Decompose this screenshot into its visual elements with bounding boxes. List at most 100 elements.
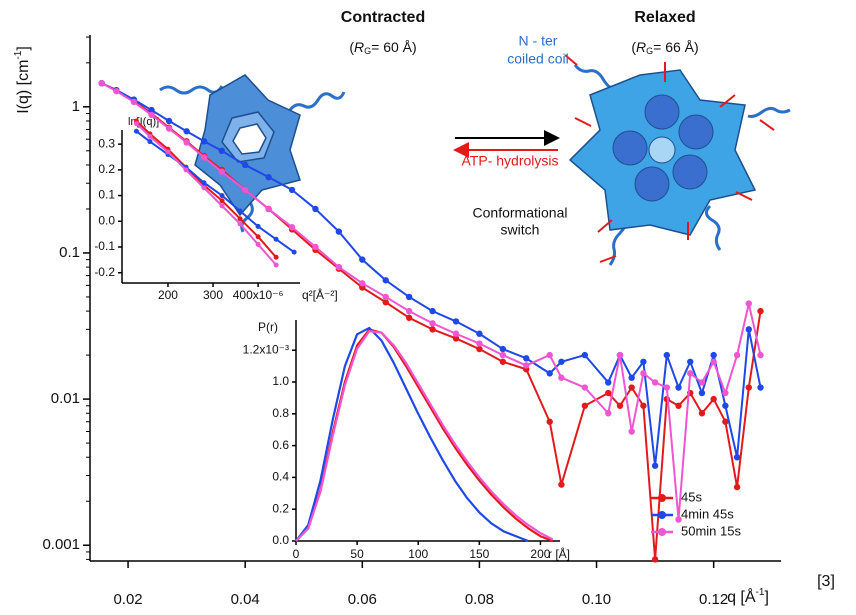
data-point: [241, 186, 249, 194]
data-point: [640, 402, 647, 409]
x-tick-label: 100: [408, 547, 428, 561]
data-point: [581, 384, 589, 391]
data-point: [201, 185, 207, 191]
y-tick-label: 0.6: [272, 438, 289, 452]
data-point: [133, 128, 139, 134]
data-point: [546, 370, 553, 377]
y-tick-label: 1.2x10⁻³: [243, 342, 289, 356]
x-tick-label: 200: [530, 547, 550, 561]
data-point: [405, 314, 413, 321]
data-point: [757, 384, 764, 391]
y-tick-label: 1: [72, 98, 80, 115]
y-tick-label: 0.001: [42, 536, 80, 553]
y-axis-label: I(q) [cm-1]: [13, 46, 33, 114]
data-point: [147, 139, 153, 145]
data-point: [288, 186, 296, 194]
data-point: [523, 355, 530, 362]
y-tick-label: 0.0: [272, 533, 289, 547]
y-tick-label: 0.2: [98, 162, 115, 176]
data-point: [745, 326, 752, 333]
data-point: [605, 379, 612, 386]
data-point: [733, 351, 741, 359]
data-point: [605, 410, 612, 417]
data-point: [710, 358, 717, 365]
data-point: [382, 293, 389, 301]
data-point: [558, 374, 565, 381]
nter-label: N - ter: [519, 33, 558, 49]
inset-y-label: P(r): [258, 320, 278, 334]
data-point: [273, 262, 279, 268]
y-tick-label: 1.0: [272, 374, 289, 388]
data-point: [335, 263, 343, 271]
y-tick-label: 0.1: [98, 188, 115, 202]
data-point: [237, 216, 243, 222]
data-point: [133, 121, 139, 127]
data-point: [640, 358, 647, 365]
data-point: [452, 335, 460, 342]
data-point: [200, 154, 208, 161]
y-tick-label: 0.2: [272, 501, 289, 515]
data-point: [452, 318, 460, 325]
data-point: [733, 454, 741, 461]
data-point: [218, 168, 225, 175]
data-point: [219, 198, 225, 204]
data-point: [183, 167, 189, 173]
data-point: [273, 254, 279, 260]
legend-label: 4min 45s: [681, 506, 734, 521]
data-point: [148, 106, 155, 114]
y-tick-label: 0.1: [59, 244, 80, 261]
data-point: [130, 98, 138, 106]
data-point: [265, 173, 272, 181]
x-tick-label: 0.06: [348, 591, 377, 608]
data-point: [147, 133, 153, 139]
data-point: [359, 256, 366, 263]
data-point: [687, 370, 694, 377]
y-tick-label: 0.0: [98, 213, 115, 227]
data-point: [628, 384, 635, 391]
relaxed-title: Relaxed: [634, 9, 695, 26]
data-point: [616, 351, 624, 359]
x-tick-label: 0.02: [113, 591, 142, 608]
data-point: [452, 330, 460, 337]
data-point: [722, 402, 729, 409]
data-point: [651, 556, 659, 563]
data-point: [255, 223, 261, 229]
legend-label: 50min 15s: [681, 523, 741, 538]
data-point: [241, 161, 249, 169]
data-point: [546, 418, 553, 425]
data-point: [628, 428, 635, 435]
series-line: [295, 326, 529, 543]
data-point: [698, 410, 706, 417]
y-tick-label: -0.2: [94, 265, 115, 279]
data-point: [675, 384, 682, 391]
switch-label: switch: [501, 222, 540, 238]
data-point: [523, 362, 530, 369]
data-point: [581, 351, 589, 359]
data-point: [616, 402, 624, 409]
legend-marker: [658, 528, 666, 536]
data-point: [237, 208, 243, 214]
data-point: [405, 307, 413, 315]
data-point: [605, 389, 612, 397]
data-point: [710, 395, 717, 403]
chart: 200 300 400x10⁻⁶ 0.3 0.2 0.1 0.0 -0.1 -0.2: [94, 118, 300, 302]
data-point: [499, 351, 507, 359]
data-point: [675, 402, 682, 409]
data-point: [219, 203, 225, 209]
data-point: [183, 139, 190, 146]
x-tick-label: 300: [203, 288, 223, 302]
data-point: [499, 345, 507, 353]
data-point: [558, 481, 565, 488]
data-point: [429, 326, 436, 333]
data-point: [219, 193, 225, 199]
nter-label: coiled coil: [507, 51, 568, 67]
hydrolysis-label: ATP- hydrolysis: [462, 153, 559, 169]
data-point: [148, 111, 155, 119]
x-tick-label: 200: [158, 288, 178, 302]
data-point: [698, 389, 706, 397]
series-line: [135, 130, 295, 253]
y-tick-label: 0.8: [272, 406, 289, 420]
series-line: [101, 82, 762, 521]
